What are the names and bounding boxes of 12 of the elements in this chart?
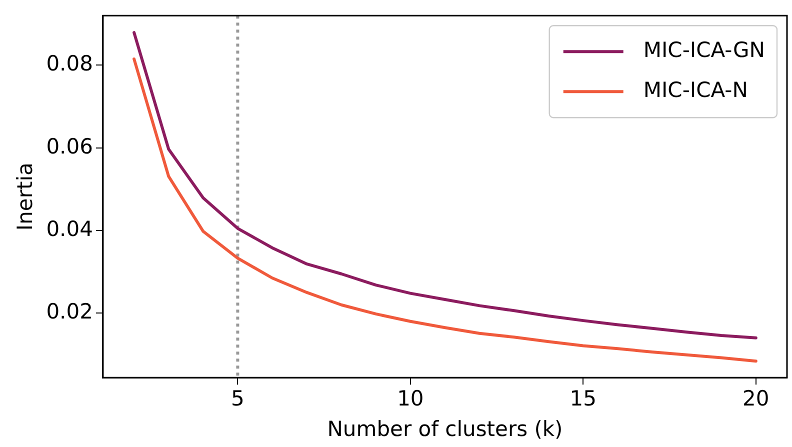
x-tick-label: 5 [231,386,244,411]
y-tick-label: 0.04 [46,216,93,241]
x-tick-label: 20 [742,386,770,411]
y-tick-label: 0.02 [46,300,93,324]
x-tick-label: 15 [570,386,597,411]
x-axis-title: Number of clusters (k) [327,416,563,441]
legend-label: MIC-ICA-N [643,78,748,102]
y-axis-title: Inertia [13,162,38,231]
x-tick-label: 10 [397,386,424,411]
y-tick-label: 0.08 [46,52,93,76]
y-tick-label: 0.06 [46,134,93,158]
legend-label: MIC-ICA-GN [643,38,766,62]
